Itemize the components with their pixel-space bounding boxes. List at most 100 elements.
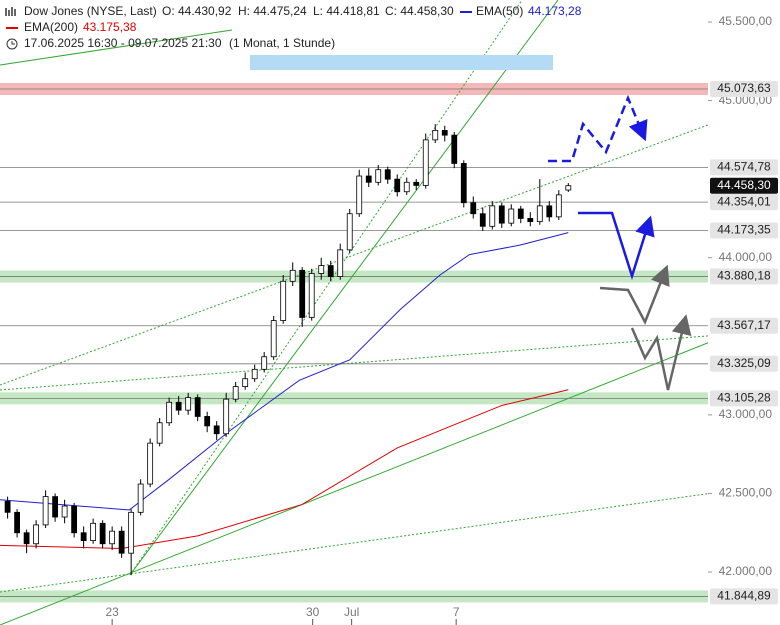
x-tick-label: 7 xyxy=(453,605,460,619)
level-box xyxy=(710,222,778,239)
level-box xyxy=(710,194,778,211)
ema-line xyxy=(0,232,569,511)
candle-body xyxy=(527,218,534,222)
candle-body xyxy=(460,163,467,204)
candle-body xyxy=(546,205,553,218)
level-box xyxy=(710,390,778,407)
candle-body xyxy=(508,208,515,224)
level-label: 44.354,01 xyxy=(717,194,771,208)
candle-body xyxy=(394,178,401,193)
trend-line xyxy=(0,124,709,386)
candle-body xyxy=(137,483,144,513)
level-label: 43.567,17 xyxy=(717,318,771,332)
candle-body xyxy=(270,320,277,358)
candle-body xyxy=(422,139,429,186)
candle-body xyxy=(14,511,21,534)
candle-body xyxy=(365,175,372,183)
trend-line xyxy=(129,0,559,576)
candle-body xyxy=(175,401,182,411)
candle-body xyxy=(327,265,334,277)
chart-icon xyxy=(5,7,16,16)
legend-label: EMA(200) xyxy=(24,20,78,34)
arrow xyxy=(630,314,692,391)
candle-body xyxy=(498,205,505,224)
level-label: 44.574,78 xyxy=(717,160,771,174)
candle-body xyxy=(251,368,258,380)
ohlc-label: O: 44.430,92 xyxy=(162,4,232,18)
level-label: 43.880,18 xyxy=(717,269,771,283)
chart-title: Dow Jones (NYSE, Last) xyxy=(24,4,157,18)
candle-body xyxy=(242,378,249,387)
candle-body xyxy=(156,422,163,444)
plot xyxy=(0,124,572,576)
candle-body xyxy=(479,213,486,227)
candle-body xyxy=(451,134,458,164)
candle-body xyxy=(565,185,572,191)
candle-body xyxy=(517,208,524,219)
legend-value: 44.173,28 xyxy=(528,4,582,18)
ohlc-label: L: 44.418,81 xyxy=(313,4,380,18)
level-box xyxy=(710,355,778,372)
last-price-box xyxy=(710,177,778,194)
y-tick-label: 43.000,00 xyxy=(719,407,773,421)
y-tick-label: 42.000,00 xyxy=(719,564,773,578)
candle-body xyxy=(441,130,448,136)
levels xyxy=(0,88,708,597)
candle-body xyxy=(555,194,562,218)
arrow xyxy=(599,264,670,325)
level-box xyxy=(710,588,778,605)
clock-icon xyxy=(11,41,15,45)
candle-body xyxy=(318,265,325,274)
candle-body xyxy=(308,273,315,318)
candle-body xyxy=(403,181,410,193)
last-price-label: 44.458,30 xyxy=(717,178,771,192)
candle-body xyxy=(99,522,106,545)
ohlc-label: C: 44.458,30 xyxy=(385,4,454,18)
scenario-arrows xyxy=(548,94,692,391)
y-tick-label: 45.500,00 xyxy=(719,14,773,28)
legend-label: EMA(50) xyxy=(476,4,523,18)
arrow xyxy=(578,211,655,281)
trend-line xyxy=(0,337,721,625)
candle-body xyxy=(299,269,306,318)
candle-body xyxy=(185,397,192,411)
candle-body xyxy=(289,269,296,282)
level-label: 41.844,89 xyxy=(717,589,771,603)
trend-lines xyxy=(0,0,721,625)
ohlc-label: H: 44.475,24 xyxy=(238,4,307,18)
candle-body xyxy=(109,530,116,545)
candle-body xyxy=(52,496,59,518)
candle-body xyxy=(33,524,40,545)
candle-body xyxy=(90,522,97,542)
date-range: 17.06.2025 16:30 - 09.07.2025 21:30 xyxy=(24,36,222,50)
legend: Dow Jones (NYSE, Last) O: 44.430,92 H: 4… xyxy=(5,4,582,50)
candle-body xyxy=(194,397,201,417)
x-tick-label: 23 xyxy=(105,605,119,619)
arrow xyxy=(548,94,648,163)
candle-body xyxy=(223,398,230,435)
period: (1 Monat, 1 Stunde) xyxy=(229,36,335,50)
candle-body xyxy=(42,496,49,526)
candle-body xyxy=(204,416,211,427)
candle-body xyxy=(346,213,353,251)
trend-line xyxy=(0,491,721,593)
level-box xyxy=(710,81,778,98)
level-box xyxy=(710,268,778,285)
level-label: 44.173,35 xyxy=(717,223,771,237)
candle-body xyxy=(375,169,382,183)
x-tick-label: Jul xyxy=(344,605,359,619)
candle-body xyxy=(128,511,135,554)
y-tick-label: 44.000,00 xyxy=(719,250,773,264)
candle-body xyxy=(71,505,78,534)
candle-body xyxy=(337,249,344,277)
trend-line xyxy=(0,334,721,391)
candle-body xyxy=(413,181,420,186)
legend-value: 43.175,38 xyxy=(83,20,137,34)
level-box xyxy=(710,317,778,334)
level-label: 43.325,09 xyxy=(717,356,771,370)
candle-body xyxy=(61,505,68,518)
candle-body xyxy=(261,356,268,370)
candle-body xyxy=(80,532,87,542)
level-box xyxy=(710,159,778,176)
